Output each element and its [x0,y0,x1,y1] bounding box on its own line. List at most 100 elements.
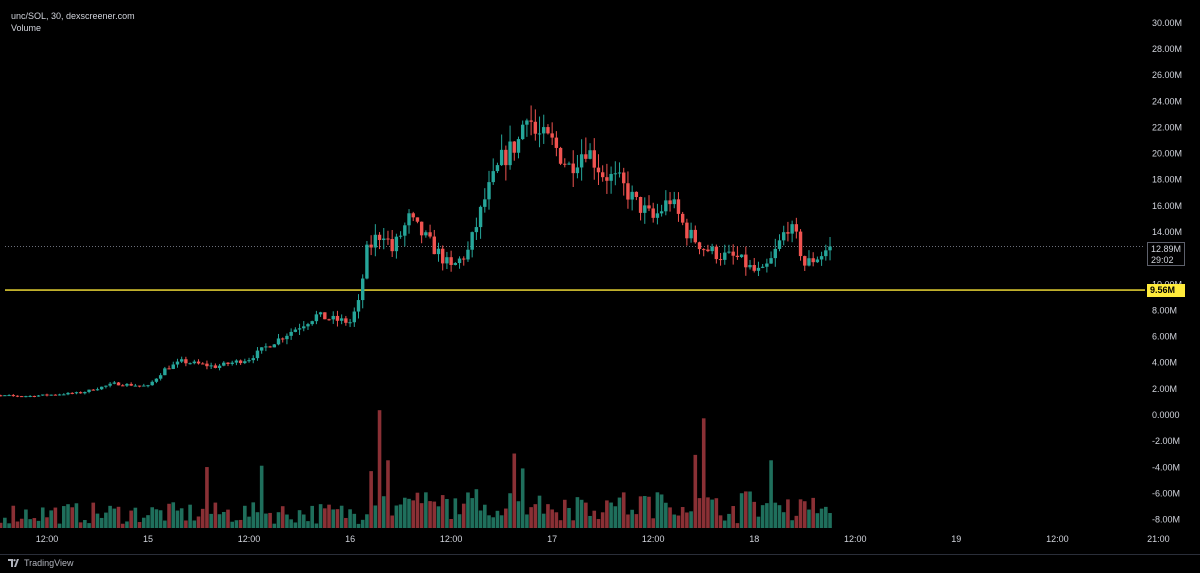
candle-body [91,389,95,391]
volume-bar [238,519,243,528]
candle-body [558,147,563,164]
y-axis[interactable]: 30.00M 28.00M 26.00M 24.00M 22.00M 20.00M 18.0… [1152,18,1182,525]
price-chart[interactable]: 30.00M 28.00M 26.00M 24.00M 22.00M 20.00M 18.0… [0,0,1200,554]
candle-body [811,258,815,263]
candle-body [243,361,247,364]
volume-bar [87,523,91,528]
volume-bar [179,508,184,528]
candle-body [499,149,504,166]
volume-bar [760,505,765,528]
volume-bar [188,504,192,528]
volume-bar [108,505,112,528]
volume-bar [32,518,37,528]
volume-bar [617,497,622,528]
volume-bar [773,502,778,528]
volume-bar [664,502,668,528]
volume-bar [99,517,104,528]
candle-body [179,359,184,362]
volume-bar [348,509,352,528]
volume-bar [428,501,432,528]
volume-bar [125,521,129,528]
x-axis[interactable]: 12:00 15 12:00 16 12:00 17 12:00 18 12:00 19 12:00… [36,534,1170,544]
candle-body [268,346,272,348]
candle-body [137,385,142,387]
candle-body [516,139,521,153]
candle-body [478,206,483,228]
candle-body [184,359,188,364]
brand[interactable]: TradingView [8,558,74,568]
candle-body [786,232,790,234]
candle-body [251,358,255,361]
volume-bar [584,502,588,528]
candle-body [133,385,138,387]
volume-bar [230,521,234,528]
candle-body [727,251,731,253]
volume-bar [251,502,256,528]
volume-bar [571,520,576,528]
symbol-title[interactable]: unc/SOL, 30, dexscreener.com [11,11,135,21]
chart-legend: unc/SOL, 30, dexscreener.com Volume [11,10,135,34]
y-tick-label: 18.00M [1152,175,1182,185]
candle-body [651,208,655,218]
volume-bar [777,505,782,528]
volume-bar [163,520,167,528]
candle-body [546,127,550,134]
volume-bar [474,489,479,528]
volume-bar [323,508,327,528]
volume-bar [301,514,306,528]
volume-bar [137,522,142,528]
volume-bar [49,510,53,528]
candle-body [373,234,378,248]
volume-indicator-label[interactable]: Volume [11,23,42,33]
volume-bar [264,513,268,528]
volume-bar [390,515,394,528]
candle-body [567,163,571,165]
x-tick-label: 12:00 [440,534,463,544]
candle-body [339,318,344,321]
candle-body [289,331,293,336]
volume-bar [562,499,567,528]
y-tick-label: 8.00M [1152,305,1177,315]
candle-body [247,360,251,362]
volume-bar [592,510,597,528]
candle-body [702,249,706,251]
volume-bar [297,510,302,528]
candle-body [382,238,386,241]
candle-body [600,172,605,178]
candle-body [638,196,643,213]
candle-body [327,319,331,321]
x-tick-label: 12:00 [844,534,867,544]
candle-body [739,254,744,258]
volume-bar [381,496,386,528]
volume-bar [798,499,803,528]
candle-body [419,221,424,236]
candle-body [537,133,542,135]
volume-bar [710,499,714,528]
candle-body [377,234,382,241]
candle-body [95,389,100,391]
volume-bar [234,520,239,528]
volume-bar [268,512,272,528]
candle-body [121,385,125,387]
candle-body [474,227,479,233]
volume-bar [642,496,647,528]
volume-bar [697,498,702,528]
volume-bar [802,501,807,528]
y-tick-label: -6.00M [1152,488,1180,498]
volume-bar [765,503,769,528]
horizontal-level-label: 9.56M [1147,284,1185,297]
candle-body [550,133,554,138]
volume-bar [45,517,49,528]
candle-body [596,167,601,173]
candle-body [571,163,575,174]
y-tick-label: 14.00M [1152,227,1182,237]
candle-body [693,229,697,243]
volume-bar [394,505,399,528]
last-price-value: 12.89M [1151,244,1182,254]
volume-bar [651,518,655,528]
candle-body [318,312,323,315]
volume-bar [104,512,108,528]
candle-body [457,258,462,264]
y-tick-label: 4.00M [1152,358,1177,368]
candle-body [609,173,613,181]
